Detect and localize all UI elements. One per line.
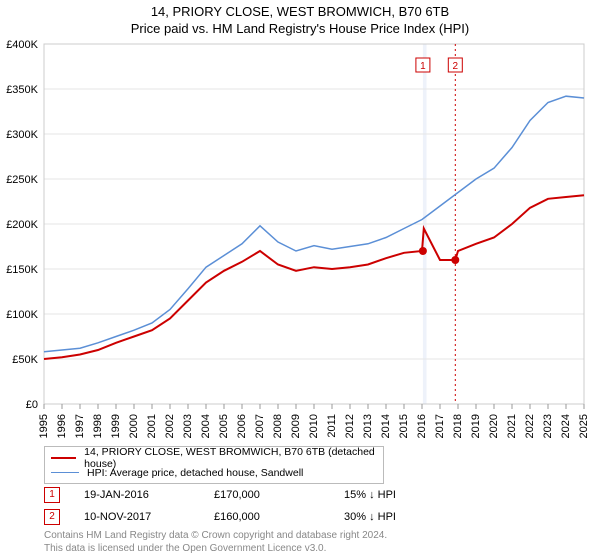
legend: 14, PRIORY CLOSE, WEST BROMWICH, B70 6TB… bbox=[44, 446, 384, 484]
x-tick-label: 2018 bbox=[452, 414, 464, 438]
chart-title-line1: 14, PRIORY CLOSE, WEST BROMWICH, B70 6TB bbox=[0, 4, 600, 19]
chart-container: 14, PRIORY CLOSE, WEST BROMWICH, B70 6TB… bbox=[0, 0, 600, 560]
y-tick-label: £250K bbox=[6, 174, 38, 186]
x-tick-label: 2007 bbox=[254, 414, 266, 438]
sale-dot bbox=[451, 256, 459, 264]
chart-title-line2: Price paid vs. HM Land Registry's House … bbox=[0, 21, 600, 36]
x-tick-label: 1997 bbox=[74, 414, 86, 438]
legend-swatch-property bbox=[51, 457, 76, 459]
x-tick-label: 2012 bbox=[344, 414, 356, 438]
x-tick-label: 1998 bbox=[92, 414, 104, 438]
x-tick-label: 2014 bbox=[380, 414, 392, 438]
x-tick-label: 2004 bbox=[200, 414, 212, 438]
y-tick-label: £200K bbox=[6, 219, 38, 231]
x-tick-label: 2020 bbox=[488, 414, 500, 438]
x-tick-label: 2021 bbox=[506, 414, 518, 438]
y-tick-label: £0 bbox=[26, 399, 38, 411]
series-property bbox=[44, 195, 584, 359]
x-tick-label: 2006 bbox=[236, 414, 248, 438]
x-tick-label: 2016 bbox=[416, 414, 428, 438]
sale-flag-num: 2 bbox=[453, 61, 459, 72]
y-tick-label: £350K bbox=[6, 84, 38, 96]
y-tick-label: £50K bbox=[12, 354, 38, 366]
legend-item-property: 14, PRIORY CLOSE, WEST BROMWICH, B70 6TB… bbox=[51, 450, 377, 465]
sale-marker-1: 1 bbox=[44, 487, 60, 503]
x-tick-label: 1995 bbox=[38, 414, 50, 438]
x-tick-label: 2025 bbox=[578, 414, 590, 438]
footer-line1: Contains HM Land Registry data © Crown c… bbox=[44, 530, 387, 543]
sale-price-1: £170,000 bbox=[214, 489, 344, 501]
x-tick-label: 2001 bbox=[146, 414, 158, 438]
y-tick-label: £100K bbox=[6, 309, 38, 321]
x-tick-label: 2009 bbox=[290, 414, 302, 438]
sale-flag-num: 1 bbox=[420, 61, 426, 72]
sale-row-1: 1 19-JAN-2016 £170,000 15% ↓ HPI bbox=[44, 484, 584, 506]
x-tick-label: 2000 bbox=[128, 414, 140, 438]
x-tick-label: 2002 bbox=[164, 414, 176, 438]
sale-price-2: £160,000 bbox=[214, 511, 344, 523]
x-tick-label: 2024 bbox=[560, 414, 572, 438]
sale-date-2: 10-NOV-2017 bbox=[84, 511, 214, 523]
sale-date-1: 19-JAN-2016 bbox=[84, 489, 214, 501]
sale-delta-1: 15% ↓ HPI bbox=[344, 489, 474, 501]
y-tick-label: £300K bbox=[6, 129, 38, 141]
sale-row-2: 2 10-NOV-2017 £160,000 30% ↓ HPI bbox=[44, 506, 584, 528]
legend-label-hpi: HPI: Average price, detached house, Sand… bbox=[87, 467, 303, 479]
x-tick-label: 2023 bbox=[542, 414, 554, 438]
x-tick-label: 2011 bbox=[326, 414, 338, 438]
footer-line2: This data is licensed under the Open Gov… bbox=[44, 543, 387, 556]
legend-swatch-hpi bbox=[51, 472, 79, 473]
x-tick-label: 2019 bbox=[470, 414, 482, 438]
sales-table: 1 19-JAN-2016 £170,000 15% ↓ HPI 2 10-NO… bbox=[44, 484, 584, 528]
x-tick-label: 2003 bbox=[182, 414, 194, 438]
x-tick-label: 2022 bbox=[524, 414, 536, 438]
x-tick-label: 1999 bbox=[110, 414, 122, 438]
sale-delta-2: 30% ↓ HPI bbox=[344, 511, 474, 523]
sale-marker-2: 2 bbox=[44, 509, 60, 525]
chart-svg: £0£50K£100K£150K£200K£250K£300K£350K£400… bbox=[44, 44, 584, 404]
x-tick-label: 2008 bbox=[272, 414, 284, 438]
x-tick-label: 2010 bbox=[308, 414, 320, 438]
x-tick-label: 2005 bbox=[218, 414, 230, 438]
x-tick-label: 1996 bbox=[56, 414, 68, 438]
title-block: 14, PRIORY CLOSE, WEST BROMWICH, B70 6TB… bbox=[0, 0, 600, 36]
sale-dot bbox=[419, 247, 427, 255]
x-tick-label: 2015 bbox=[398, 414, 410, 438]
x-tick-label: 2017 bbox=[434, 414, 446, 438]
footer: Contains HM Land Registry data © Crown c… bbox=[44, 530, 387, 555]
y-tick-label: £400K bbox=[6, 39, 38, 51]
x-tick-label: 2013 bbox=[362, 414, 374, 438]
y-tick-label: £150K bbox=[6, 264, 38, 276]
